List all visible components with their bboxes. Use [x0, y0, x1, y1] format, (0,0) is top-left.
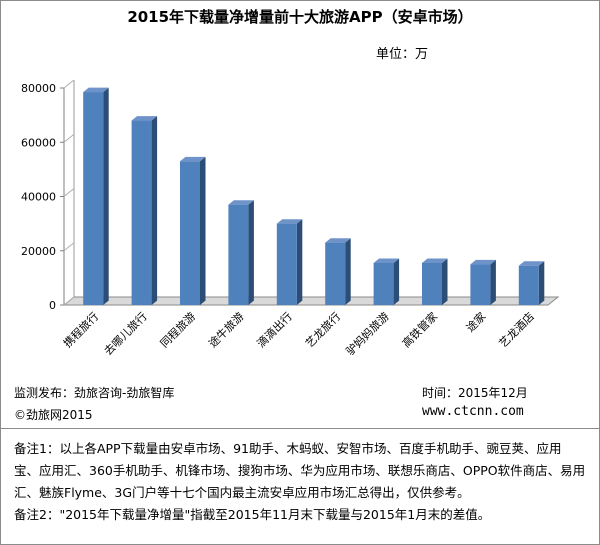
divider: [0, 428, 600, 429]
bar-top: [325, 238, 351, 243]
bar-top: [470, 259, 496, 265]
x-tick-label: 滴滴出行: [254, 309, 295, 350]
y-tick-depth: [63, 79, 75, 89]
y-tick-label: 80000: [21, 82, 56, 95]
y-tick-label: 0: [49, 299, 56, 312]
bar: [373, 262, 394, 305]
note-2: 备注2："2015年下载量净增量"指截至2015年11月末下载量与2015年1月…: [14, 507, 491, 522]
bar-side: [151, 116, 158, 306]
copyright-text: ©劲旅网2015: [14, 408, 93, 422]
x-tick-label: 艺龙酒店: [496, 309, 537, 350]
chart-title: 2015年下载量净增量前十大旅游APP（安卓市场）: [127, 8, 473, 26]
x-tick-label: 高铁管家: [399, 309, 440, 350]
bar-top: [131, 116, 158, 121]
x-tick-label: 驴妈妈旅游: [343, 309, 392, 358]
bar-side: [103, 87, 109, 305]
bar-top: [518, 261, 545, 266]
bar-top: [83, 87, 109, 93]
bar-side: [393, 258, 400, 305]
bar: [228, 204, 249, 305]
bar-top: [373, 258, 400, 263]
y-tick-label: 40000: [21, 191, 56, 204]
y-tick-depth: [63, 133, 75, 143]
bar: [470, 264, 491, 305]
bar-top: [228, 200, 254, 205]
unit-label: 单位：万: [376, 47, 429, 62]
x-tick-label: 去哪儿旅行: [101, 309, 150, 358]
x-tick-label: 携程旅行: [60, 309, 101, 350]
bar-side: [345, 238, 351, 305]
bar: [518, 265, 539, 305]
time-text: 时间：2015年12月: [422, 386, 528, 400]
y-tick-label: 60000: [21, 136, 56, 149]
bar: [422, 262, 442, 305]
x-tick-label: 途牛旅游: [206, 309, 247, 350]
bar-chart: 80000 60000 40000 20000 0 携程旅行 去哪儿旅行 同程旅游 途牛旅游 滴滴…: [21, 79, 560, 358]
bar-side: [248, 200, 254, 305]
x-tick-label: 艺龙旅行: [302, 309, 343, 350]
bar-side: [200, 156, 206, 305]
bar-side: [442, 258, 448, 305]
bar: [83, 92, 104, 305]
x-tick-label: 途家: [463, 309, 488, 334]
y-tick-depth: [63, 296, 75, 306]
bar: [325, 242, 346, 305]
y-tick-label: 20000: [21, 245, 56, 258]
bar-side: [538, 261, 545, 305]
bar: [180, 161, 200, 305]
source-text: 监测发布：劲旅咨询-劲旅智库: [14, 386, 175, 400]
bar: [131, 120, 152, 305]
note-1: 备注1：以上各APP下载量由安卓市场、91助手、木蚂蚁、安智市场、百度手机助手、…: [14, 441, 586, 500]
y-tick-depth: [63, 242, 75, 252]
bar-side: [490, 259, 496, 305]
x-tick-label: 同程旅游: [157, 309, 198, 350]
bar: [276, 223, 297, 305]
notes-section: 备注1：以上各APP下载量由安卓市场、91助手、木蚂蚁、安智市场、百度手机助手、…: [14, 438, 586, 526]
y-tick-depth: [63, 188, 75, 197]
website-link[interactable]: www.ctcnn.com: [422, 404, 524, 419]
bar-top: [422, 258, 448, 263]
bar-top: [276, 219, 303, 224]
bar-top: [180, 156, 206, 162]
bar-side: [296, 219, 303, 305]
